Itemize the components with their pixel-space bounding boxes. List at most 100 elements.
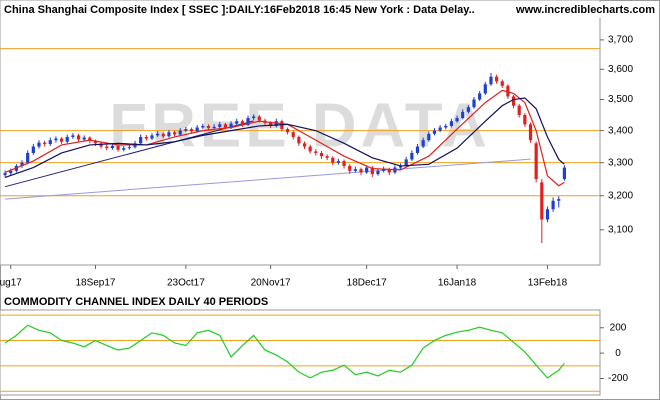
- source-bg: [496, 2, 656, 18]
- candle-body: [353, 169, 357, 171]
- candle-body: [432, 130, 437, 134]
- y-tick-label: 3,200: [608, 190, 633, 201]
- candle-body: [54, 138, 58, 141]
- source: www.incrediblecharts.com: [515, 4, 655, 16]
- candle-body: [297, 136, 301, 144]
- candle-body: [517, 105, 521, 115]
- moving-average: [4, 97, 565, 178]
- candle-body: [540, 182, 544, 220]
- candle-body: [178, 130, 182, 135]
- x-tick-label: ug17: [0, 278, 22, 289]
- trendline: [5, 158, 531, 200]
- candle-body: [365, 167, 369, 173]
- candle-body: [415, 146, 420, 153]
- candle-body: [206, 125, 211, 129]
- axes: 3,100 3,200 3,300 3,400 3,500 3,600 3,700 ug17 1…: [0, 35, 633, 385]
- candle-body: [506, 85, 510, 97]
- candle-body: [240, 121, 244, 125]
- candle-body: [269, 122, 273, 126]
- candle-body: [331, 157, 335, 163]
- x-tick-label: 20Nov17: [251, 278, 291, 289]
- trendline: [4, 120, 254, 188]
- candle-body: [421, 140, 425, 147]
- candle-body: [189, 129, 194, 132]
- candle-body: [184, 129, 188, 131]
- candle-body: [398, 165, 403, 168]
- candle-body: [82, 137, 86, 140]
- candle-body: [438, 127, 442, 131]
- candle-body: [246, 118, 250, 125]
- candle-body: [427, 133, 431, 141]
- y-tick-label: 3,500: [608, 94, 633, 105]
- y-tick-label: 3,300: [608, 157, 633, 168]
- candle-body: [455, 118, 459, 122]
- candle-body: [26, 152, 30, 163]
- candle-body: [223, 124, 228, 128]
- candle-body: [478, 93, 482, 100]
- candle-body: [370, 167, 374, 175]
- chart-title: China Shanghai Composite Index [ SSEC ]:…: [4, 4, 475, 16]
- candle-body: [410, 152, 414, 160]
- candle-body: [59, 138, 64, 142]
- candle-body: [20, 162, 24, 166]
- candle-body: [110, 145, 115, 149]
- candle-body: [257, 116, 261, 121]
- y-tick-label: 200: [610, 322, 627, 333]
- candle-body: [534, 143, 538, 180]
- x-tick-label: 16Jan18: [438, 278, 477, 289]
- x-tick-label: 18Dec17: [347, 278, 387, 289]
- candle-body: [37, 142, 41, 147]
- candle-body: [444, 125, 448, 128]
- candle-body: [76, 135, 81, 140]
- x-tick-label: 18Sep17: [75, 278, 115, 289]
- candle-body: [172, 132, 177, 135]
- candle-body: [382, 169, 386, 171]
- candle-body: [404, 159, 408, 166]
- cci-title: COMMODITY CHANNEL INDEX DAILY 40 PERIODS: [4, 296, 268, 308]
- candle-body: [500, 81, 504, 86]
- candle-body: [122, 148, 126, 150]
- candle-body: [127, 147, 131, 149]
- candle-body: [376, 170, 380, 175]
- candle-body: [466, 107, 470, 112]
- x-tick-label: 13Feb18: [528, 278, 568, 289]
- y-tick-label: 0: [615, 348, 621, 359]
- candle-body: [88, 137, 92, 141]
- candle-body: [144, 136, 148, 139]
- candle-body: [348, 165, 352, 171]
- candle-body: [387, 169, 391, 173]
- candle-body: [167, 132, 171, 137]
- price-plot: [0, 48, 600, 244]
- y-tick-label: 3,600: [608, 64, 633, 75]
- candle-body: [528, 124, 533, 141]
- x-tick-label: 23Oct17: [167, 278, 205, 289]
- candle-body: [551, 200, 555, 210]
- candle-body: [65, 136, 69, 142]
- candle-body: [195, 127, 199, 132]
- candle-body: [359, 169, 363, 173]
- candle-body: [336, 161, 341, 163]
- candle-body: [562, 167, 567, 180]
- candle-body: [302, 143, 307, 147]
- candle-body: [252, 116, 256, 119]
- moving-average: [4, 89, 565, 187]
- candle-body: [319, 152, 324, 157]
- candle-body: [48, 140, 52, 144]
- y-tick-label: -200: [608, 373, 628, 384]
- candle-body: [218, 124, 222, 127]
- candle-body: [71, 135, 75, 137]
- candle-body: [229, 123, 233, 128]
- candle-body: [314, 151, 318, 153]
- y-tick-label: 3,100: [608, 224, 633, 235]
- candle-body: [461, 111, 465, 119]
- candle-body: [156, 133, 160, 136]
- title-bg: [2, 2, 492, 18]
- candle-body: [483, 84, 487, 94]
- candle-body: [105, 146, 109, 149]
- watermark: FREE DATA: [109, 91, 491, 160]
- candle-body: [285, 129, 290, 133]
- cci-panel: [0, 309, 601, 396]
- candle-body: [201, 125, 205, 128]
- y-tick-label: 3,400: [608, 125, 633, 136]
